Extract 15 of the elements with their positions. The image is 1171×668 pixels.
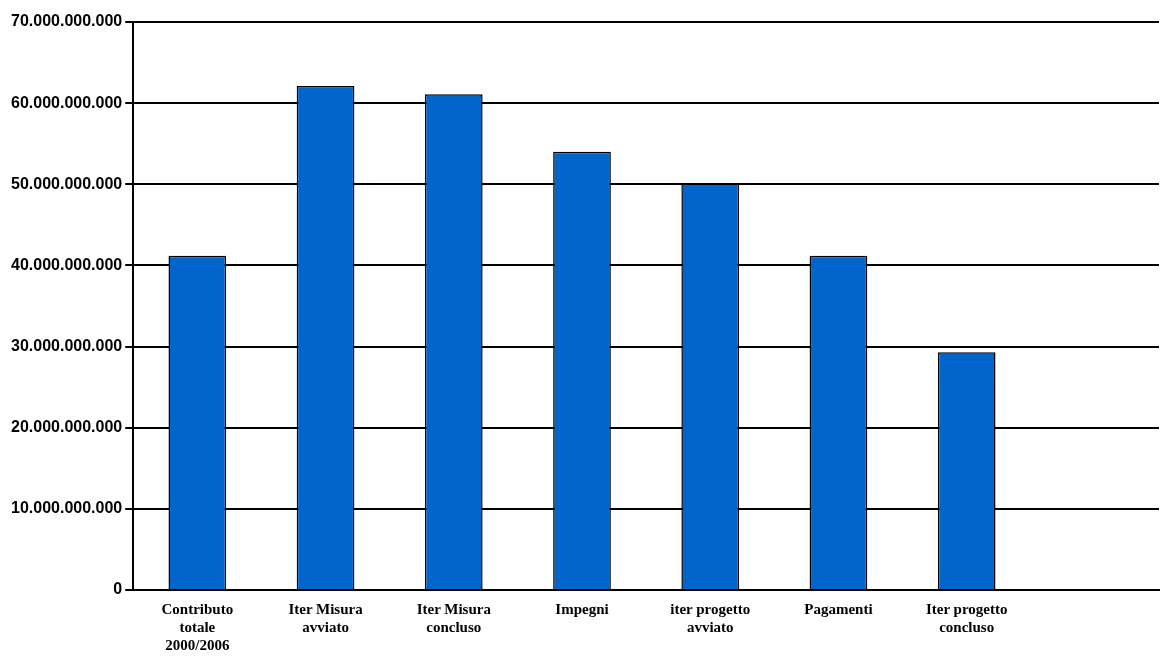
y-tick-label: 50.000.000.000: [11, 174, 123, 192]
y-tick-label: 60.000.000.000: [11, 93, 123, 111]
y-tick-label: 0: [113, 580, 123, 598]
x-tick-label: Iter progetto concluso: [925, 600, 1008, 635]
y-tick-label: 10.000.000.000: [11, 499, 123, 517]
y-tick-label: 30.000.000.000: [11, 336, 123, 354]
x-tick-label: Pagamenti: [804, 600, 873, 617]
x-tick-label: Iter Misura concluso: [416, 600, 492, 635]
y-tick-label: 20.000.000.000: [11, 418, 123, 436]
x-tick-label: Contributo totale 2000/2006: [161, 600, 234, 653]
x-tick-label: Iter Misura avviato: [288, 600, 364, 635]
y-tick-label: 70.000.000.000: [11, 12, 123, 30]
y-tick-label: 40.000.000.000: [11, 255, 123, 273]
x-tick-label: Impegni: [555, 600, 609, 617]
x-tick-label: iter progetto avviato: [670, 600, 751, 635]
